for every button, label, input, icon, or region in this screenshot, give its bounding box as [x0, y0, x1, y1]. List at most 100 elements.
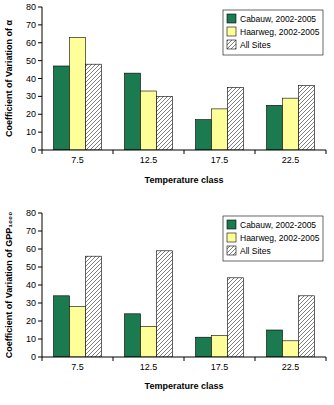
y-tick-label: 80: [26, 2, 36, 12]
legend-label: Cabauw, 2002-2005: [240, 14, 316, 24]
bar: [196, 337, 212, 357]
y-tick: [38, 321, 42, 322]
bar: [267, 330, 283, 357]
legend-swatch: [227, 14, 236, 23]
x-tick-label: 17.5: [211, 155, 229, 165]
y-tick: [38, 114, 42, 115]
x-tick: [42, 357, 43, 361]
y-tick: [38, 339, 42, 340]
legend-swatch: [227, 27, 236, 36]
bar: [228, 87, 244, 150]
chart: 010203040506070807.512.517.522.5Temperat…: [4, 208, 326, 391]
y-tick-label: 70: [26, 20, 36, 30]
legend-label: All Sites: [240, 246, 271, 256]
bar: [228, 278, 244, 357]
bar: [70, 37, 86, 150]
bar: [212, 335, 228, 357]
y-tick: [38, 42, 42, 43]
bar: [267, 105, 283, 150]
x-tick-label: 12.5: [140, 362, 158, 372]
y-tick: [38, 303, 42, 304]
bar: [141, 91, 157, 150]
x-tick: [255, 150, 256, 154]
y-tick-label: 0: [31, 352, 36, 362]
y-tick: [38, 231, 42, 232]
legend: Cabauw, 2002-2005 Haarweg, 2002-2005 All S…: [223, 216, 323, 261]
y-tick-label: 30: [26, 91, 36, 101]
legend-label: All Sites: [240, 40, 271, 50]
x-axis: [42, 150, 326, 151]
bar: [157, 96, 173, 150]
bars: [54, 251, 315, 357]
legend-label: Haarweg, 2002-2005: [240, 27, 320, 37]
x-tick: [184, 150, 185, 154]
y-tick: [38, 132, 42, 133]
y-tick: [38, 150, 42, 151]
legend-box: [223, 216, 323, 261]
legend-swatch: [227, 220, 236, 229]
bar: [70, 307, 86, 357]
bar: [125, 73, 141, 150]
x-axis-label: Temperature class: [145, 381, 224, 391]
legend-swatch: [227, 233, 236, 242]
y-axis-label: Coefficient of Variation of α: [4, 20, 14, 138]
x-tick-label: 12.5: [140, 155, 158, 165]
y-tick-label: 50: [26, 262, 36, 272]
y-axis-label: Coefficient of Variation of GPP₁₀₀₀: [4, 212, 14, 358]
y-tick-label: 60: [26, 244, 36, 254]
y-tick: [38, 78, 42, 79]
y-tick: [38, 357, 42, 358]
chart: 010203040506070807.512.517.522.5Temperat…: [4, 2, 326, 185]
bar: [54, 66, 70, 150]
x-tick-label: 7.5: [71, 362, 84, 372]
x-axis-label: Temperature class: [145, 175, 224, 185]
y-tick-label: 0: [31, 145, 36, 155]
x-tick: [255, 357, 256, 361]
y-tick-label: 70: [26, 226, 36, 236]
legend-swatch: [227, 246, 236, 255]
bar: [196, 120, 212, 150]
y-tick: [38, 96, 42, 97]
x-tick-label: 17.5: [211, 362, 229, 372]
legend-label: Cabauw, 2002-2005: [240, 220, 316, 230]
x-tick: [326, 150, 327, 154]
x-tick-label: 7.5: [71, 155, 84, 165]
bar: [283, 98, 299, 150]
bar: [54, 296, 70, 357]
bar: [283, 341, 299, 357]
y-tick: [38, 24, 42, 25]
y-tick-label: 40: [26, 74, 36, 84]
x-tick: [42, 150, 43, 154]
x-tick: [184, 357, 185, 361]
x-tick-label: 22.5: [282, 155, 300, 165]
bar: [86, 64, 102, 150]
bar: [157, 251, 173, 357]
y-tick: [38, 249, 42, 250]
y-tick-label: 30: [26, 298, 36, 308]
y-tick-label: 80: [26, 208, 36, 218]
legend-box: [223, 10, 323, 55]
legend-label: Haarweg, 2002-2005: [240, 233, 320, 243]
bar: [141, 326, 157, 357]
y-axis: [42, 7, 43, 150]
x-tick: [113, 357, 114, 361]
legend: Cabauw, 2002-2005 Haarweg, 2002-2005 All S…: [223, 10, 323, 55]
y-tick: [38, 7, 42, 8]
y-tick-label: 10: [26, 334, 36, 344]
bar: [299, 296, 315, 357]
y-tick: [38, 267, 42, 268]
y-tick-label: 20: [26, 109, 36, 119]
bar: [86, 256, 102, 357]
figure: 0 10 20 30 40 50 60 70 80 7.5 12.5 17.5 22.5 Temperat…: [0, 0, 334, 405]
y-tick-label: 60: [26, 38, 36, 48]
y-axis: [42, 213, 43, 357]
bar: [125, 314, 141, 357]
x-tick-label: 22.5: [282, 362, 300, 372]
y-tick: [38, 213, 42, 214]
bar: [212, 109, 228, 150]
y-tick-label: 10: [26, 127, 36, 137]
x-tick: [326, 357, 327, 361]
y-tick: [38, 285, 42, 286]
y-tick-label: 40: [26, 280, 36, 290]
y-tick: [38, 60, 42, 61]
